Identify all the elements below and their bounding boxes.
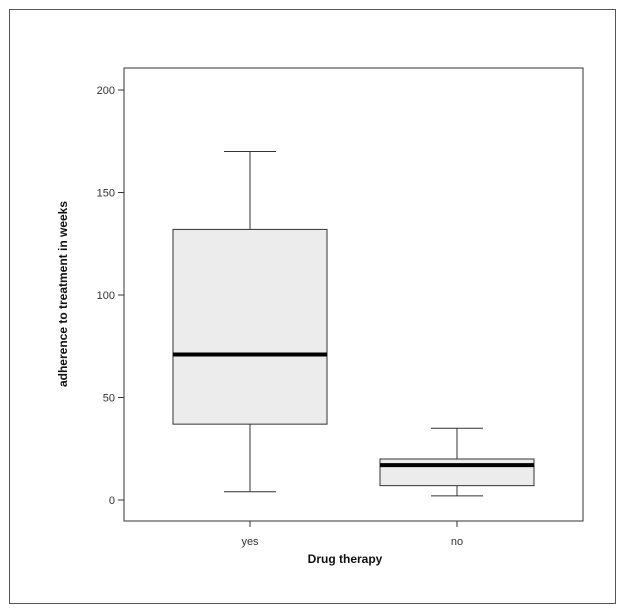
box-yes bbox=[172, 151, 328, 493]
iqr-box bbox=[379, 458, 535, 487]
iqr-box bbox=[172, 228, 328, 425]
y-tick-label: 150 bbox=[97, 188, 115, 200]
y-tick-label: 200 bbox=[97, 85, 115, 97]
y-tick-label: 50 bbox=[103, 393, 115, 405]
x-axis: yes no bbox=[241, 521, 463, 548]
boxes bbox=[172, 151, 535, 497]
y-tick-label: 100 bbox=[97, 290, 115, 302]
x-axis-title: Drug therapy bbox=[308, 552, 383, 566]
y-axis: 0 50 100 150 200 bbox=[97, 85, 124, 507]
y-tick-label: 0 bbox=[109, 495, 115, 507]
x-tick-label: no bbox=[451, 536, 463, 548]
x-tick-label: yes bbox=[241, 536, 259, 548]
y-axis-title: adherence to treatment in weeks bbox=[56, 201, 70, 387]
box-no bbox=[379, 427, 535, 497]
